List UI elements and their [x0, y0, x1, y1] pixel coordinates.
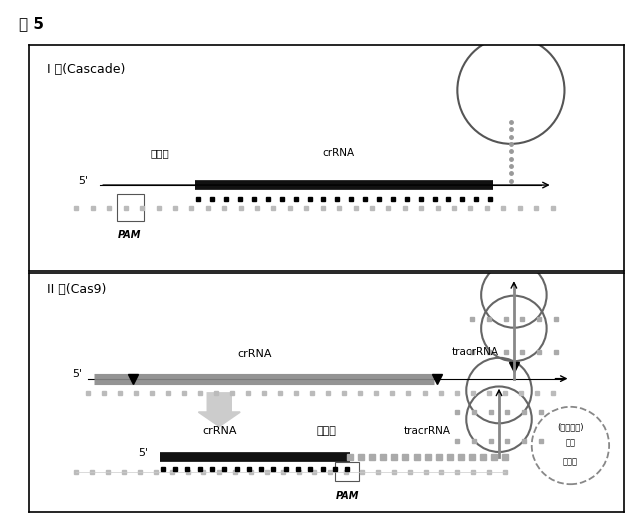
Text: 5': 5'	[78, 176, 88, 185]
Text: II 型(Cas9): II 型(Cas9)	[47, 283, 106, 296]
Text: crRNA: crRNA	[237, 349, 272, 359]
Text: I 型(Cascade): I 型(Cascade)	[47, 63, 125, 76]
Text: tracrRNA: tracrRNA	[452, 347, 499, 357]
Text: ループ: ループ	[563, 458, 578, 466]
Text: crRNA: crRNA	[323, 148, 355, 158]
FancyBboxPatch shape	[335, 462, 359, 481]
Text: crRNA: crRNA	[202, 426, 237, 436]
Text: シード: シード	[150, 148, 169, 158]
Text: tracrRNA: tracrRNA	[404, 426, 451, 436]
FancyArrow shape	[198, 393, 240, 426]
Text: PAM: PAM	[118, 230, 141, 240]
Text: 合成: 合成	[565, 439, 575, 448]
Text: PAM: PAM	[335, 491, 359, 501]
Text: 5': 5'	[72, 369, 83, 379]
Text: シード: シード	[316, 426, 337, 436]
Text: 図 5: 図 5	[19, 16, 44, 31]
Text: (任意選択): (任意選択)	[557, 422, 584, 431]
FancyBboxPatch shape	[117, 194, 143, 221]
Text: 5': 5'	[138, 448, 148, 458]
